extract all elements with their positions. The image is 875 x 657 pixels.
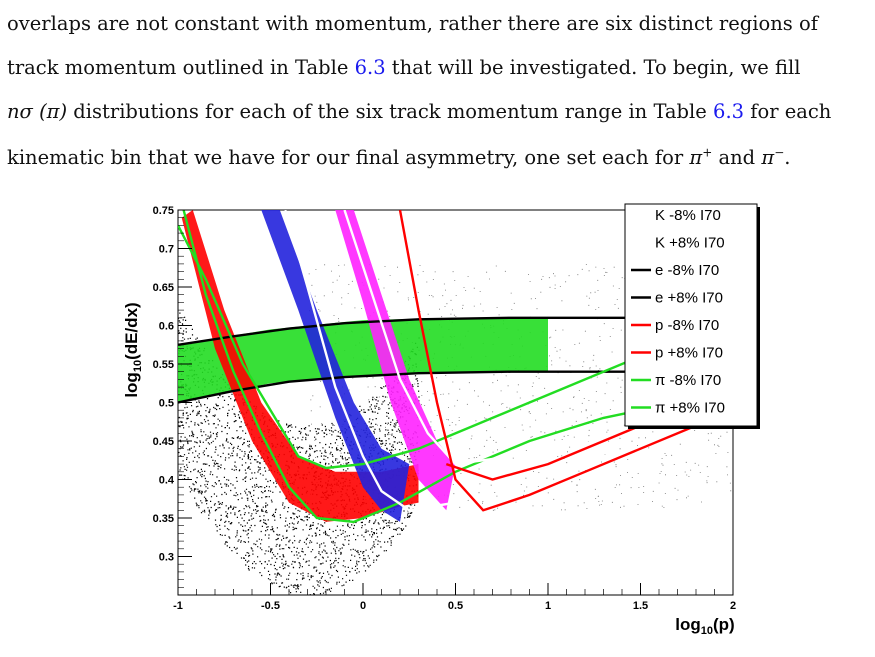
x-tick-label: 0.5 — [448, 600, 463, 612]
text-line-4: kinematic bin that we have for our final… — [7, 146, 790, 170]
text-segment: track momentum outlined in Table — [7, 56, 355, 79]
legend-entry: e +8% I70 — [655, 290, 723, 307]
curve-6 — [398, 210, 697, 512]
text-segment: for each — [744, 100, 832, 123]
text-segment: kinematic bin that we have for our final… — [7, 146, 690, 169]
band-proton — [335, 210, 456, 511]
curve-1 — [178, 316, 696, 346]
legend: K -8% I70 K +8% I70 e -8% I70 e +8% I70 p -8… — [624, 203, 760, 429]
y-axis-label: log10(dE/dx) — [122, 302, 144, 397]
curve-layer — [178, 210, 697, 524]
math-pi-minus: π — [761, 146, 775, 169]
text-segment: and — [712, 146, 762, 169]
curve-3 — [178, 224, 697, 470]
legend-entry: p +8% I70 — [655, 345, 723, 362]
band-electron — [178, 317, 548, 403]
dedx-figure: -1 -0.5 0 0.5 1 1.5 2 0.3 0.35 0.4 0.45 0.5 0.55 0.6 0… — [115, 200, 765, 640]
x-tick-label: 1 — [545, 600, 551, 612]
legend-entry: e -8% I70 — [655, 262, 719, 279]
y-tick-label: 0.75 — [153, 205, 174, 217]
x-axis-label: log10(p) — [675, 615, 734, 637]
axis-ticks: -1 -0.5 0 0.5 1 1.5 2 0.3 0.35 0.4 0.45 0.5 0.55 0.6 0… — [153, 205, 736, 612]
legend-entry: π -8% I70 — [655, 372, 721, 389]
text-segment: that will be investigated. To begin, we … — [385, 56, 801, 79]
math-n-sigma-pi: nσ (π) — [7, 100, 68, 123]
superscript-plus: + — [702, 145, 713, 160]
curve-4 — [284, 210, 697, 512]
legend-entry: K -8% I70 — [655, 207, 721, 224]
curve-2 — [182, 210, 678, 524]
y-tick-label: 0.7 — [159, 244, 174, 256]
y-tick-label: 0.45 — [153, 436, 174, 448]
y-tick-label: 0.65 — [153, 282, 174, 294]
curve-0 — [178, 370, 696, 404]
y-tick-label: 0.55 — [153, 359, 174, 371]
table-reference-link[interactable]: 6.3 — [354, 56, 386, 79]
legend-entry: π +8% I70 — [655, 400, 725, 417]
band-layer — [178, 210, 548, 522]
text-line-1: overlaps are not constant with momentum,… — [7, 12, 818, 36]
legend-entry: K +8% I70 — [655, 235, 725, 252]
text-segment: overlaps are not constant with momentum,… — [7, 12, 818, 35]
table-reference-link[interactable]: 6.3 — [713, 100, 745, 123]
superscript-minus: − — [774, 145, 785, 160]
text-segment: . — [784, 146, 791, 169]
legend-entry: p -8% I70 — [655, 317, 719, 334]
x-tick-label: 2 — [730, 600, 736, 612]
x-tick-label: -0.5 — [261, 600, 280, 612]
text-segment: distributions for each of the six track … — [67, 100, 714, 123]
x-tick-label: 0 — [360, 600, 366, 612]
y-tick-label: 0.3 — [159, 552, 174, 564]
x-tick-label: -1 — [173, 600, 183, 612]
y-tick-label: 0.6 — [159, 321, 174, 333]
legend-box — [624, 203, 758, 427]
text-line-3: nσ (π) distributions for each of the six… — [7, 100, 831, 124]
y-tick-label: 0.5 — [159, 398, 174, 410]
dedx-scatter-plot: -1 -0.5 0 0.5 1 1.5 2 0.3 0.35 0.4 0.45 0.5 0.55 0.6 0… — [122, 203, 760, 637]
text-line-2: track momentum outlined in Table 6.3 tha… — [7, 56, 801, 80]
curve-5 — [343, 210, 660, 466]
x-tick-label: 1.5 — [633, 600, 648, 612]
y-tick-label: 0.4 — [159, 475, 175, 487]
math-pi-plus: π — [689, 146, 703, 169]
band-kaon — [261, 210, 410, 522]
y-tick-label: 0.35 — [153, 513, 174, 525]
